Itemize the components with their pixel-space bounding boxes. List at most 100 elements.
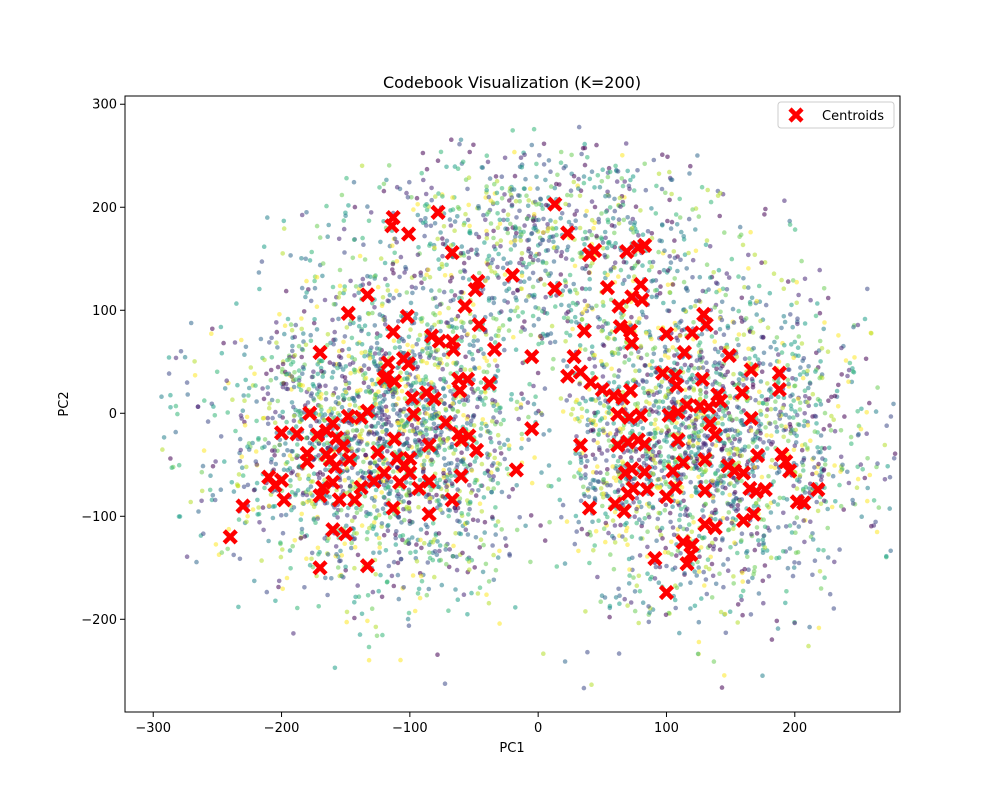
- data-point: [593, 422, 598, 428]
- data-point: [272, 420, 278, 426]
- data-point: [272, 444, 277, 450]
- data-point: [689, 493, 694, 499]
- data-point: [347, 321, 353, 327]
- data-point: [335, 395, 341, 400]
- data-point: [290, 469, 296, 474]
- data-point: [275, 364, 281, 370]
- data-point: [268, 367, 274, 373]
- data-point: [464, 421, 470, 426]
- data-point: [300, 500, 306, 506]
- data-point: [776, 359, 782, 365]
- data-point: [402, 270, 407, 275]
- data-point: [749, 376, 755, 382]
- data-point: [690, 515, 695, 520]
- data-point: [418, 316, 424, 322]
- data-point: [548, 218, 553, 223]
- data-point: [309, 374, 315, 380]
- data-point: [615, 469, 621, 474]
- data-point: [590, 485, 596, 491]
- data-point: [486, 600, 492, 606]
- data-point: [308, 491, 313, 496]
- data-point: [453, 447, 458, 453]
- data-point: [507, 198, 512, 203]
- data-point: [638, 343, 644, 349]
- data-point: [443, 543, 449, 548]
- data-point: [695, 414, 701, 420]
- data-point: [326, 536, 331, 541]
- data-point: [332, 329, 338, 335]
- data-point: [280, 251, 286, 256]
- data-point: [634, 520, 639, 526]
- data-point: [525, 203, 531, 209]
- data-point: [617, 601, 622, 606]
- data-point: [736, 274, 741, 279]
- data-point: [240, 408, 246, 414]
- data-point: [527, 186, 533, 191]
- data-point: [790, 278, 796, 283]
- data-point: [724, 345, 730, 350]
- data-point: [427, 499, 433, 505]
- data-point: [307, 562, 313, 568]
- data-point: [558, 272, 564, 277]
- data-point: [497, 462, 503, 467]
- data-point: [541, 162, 547, 167]
- data-point: [264, 589, 270, 595]
- data-point: [409, 195, 414, 200]
- data-point: [828, 428, 834, 433]
- data-point: [759, 474, 765, 480]
- data-point: [496, 275, 501, 280]
- data-point: [434, 304, 440, 310]
- data-point: [681, 234, 686, 239]
- data-point: [272, 504, 278, 509]
- data-point: [253, 383, 258, 388]
- data-point: [649, 206, 654, 211]
- data-point: [498, 405, 503, 411]
- data-point: [498, 244, 503, 249]
- data-point: [330, 284, 336, 290]
- data-point: [584, 208, 589, 214]
- data-point: [512, 173, 518, 179]
- data-point: [703, 501, 708, 507]
- data-point: [339, 404, 345, 410]
- data-point: [643, 187, 649, 193]
- data-point: [603, 209, 609, 215]
- data-point: [436, 445, 442, 450]
- data-point: [474, 231, 479, 237]
- data-point: [447, 478, 452, 483]
- data-point: [574, 208, 579, 214]
- data-point: [667, 253, 672, 259]
- data-point: [756, 400, 762, 406]
- data-point: [326, 409, 332, 414]
- data-point: [764, 413, 769, 419]
- data-point: [467, 506, 472, 512]
- data-point: [476, 204, 481, 209]
- data-point: [389, 573, 395, 579]
- data-point: [364, 424, 369, 429]
- data-point: [600, 167, 605, 172]
- data-point: [817, 398, 823, 404]
- data-point: [292, 538, 298, 543]
- data-point: [196, 509, 201, 514]
- data-point: [579, 414, 585, 420]
- data-point: [435, 158, 441, 163]
- data-point: [477, 270, 482, 276]
- data-point: [444, 488, 450, 493]
- data-point: [874, 529, 880, 535]
- data-point: [466, 202, 472, 208]
- data-point: [404, 440, 409, 445]
- data-point: [285, 386, 291, 392]
- data-point: [790, 573, 796, 579]
- data-point: [225, 546, 230, 552]
- data-point: [677, 320, 682, 325]
- data-point: [570, 257, 575, 263]
- data-point: [717, 213, 722, 219]
- data-point: [518, 155, 524, 160]
- data-point: [752, 353, 758, 359]
- data-point: [609, 223, 615, 228]
- data-point: [694, 465, 700, 471]
- data-point: [569, 152, 574, 158]
- data-point: [308, 298, 314, 304]
- data-point: [728, 481, 733, 486]
- data-point: [565, 192, 570, 198]
- data-point: [598, 599, 603, 604]
